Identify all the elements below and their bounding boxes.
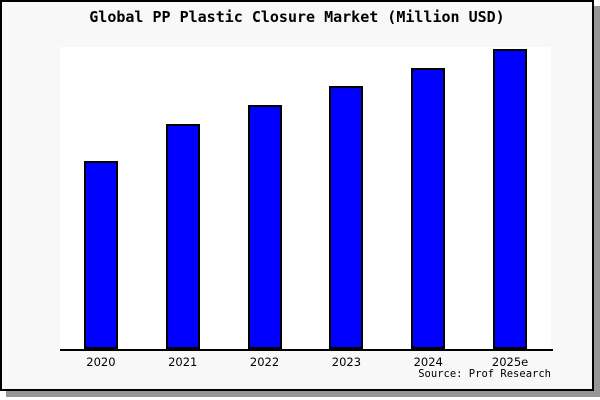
x-tick-label-2021: 2021 — [168, 355, 198, 369]
bar-slot-2024 — [387, 47, 469, 349]
bar-slot-2021 — [142, 47, 224, 349]
bar-2025e — [493, 49, 528, 349]
bar-slot-2020 — [60, 47, 142, 349]
x-tick-label-2024: 2024 — [413, 355, 443, 369]
x-tick-label-2023: 2023 — [331, 355, 362, 369]
bar-slot-2023 — [305, 47, 387, 349]
bar-slot-2022 — [224, 47, 306, 349]
bar-slot-2025e — [469, 47, 551, 349]
x-axis-line — [60, 349, 553, 351]
chart-title: Global PP Plastic Closure Market (Millio… — [89, 8, 505, 26]
chart-frame: Global PP Plastic Closure Market (Millio… — [0, 0, 594, 391]
x-tick-label-2022: 2022 — [249, 355, 280, 369]
bar-2024 — [411, 68, 446, 349]
bar-2022 — [247, 105, 282, 349]
x-axis-tick-labels: 2020 2021 2022 2023 2024 2025e — [60, 355, 551, 369]
bar-2023 — [329, 86, 364, 349]
plot-area — [60, 47, 551, 349]
bar-2020 — [83, 161, 118, 349]
source-credit: Source: Prof Research — [418, 368, 551, 380]
x-tick-label-2020: 2020 — [86, 355, 116, 369]
x-tick-label-2025e: 2025e — [491, 355, 529, 369]
bar-2021 — [165, 124, 200, 349]
bars-row — [60, 47, 551, 349]
